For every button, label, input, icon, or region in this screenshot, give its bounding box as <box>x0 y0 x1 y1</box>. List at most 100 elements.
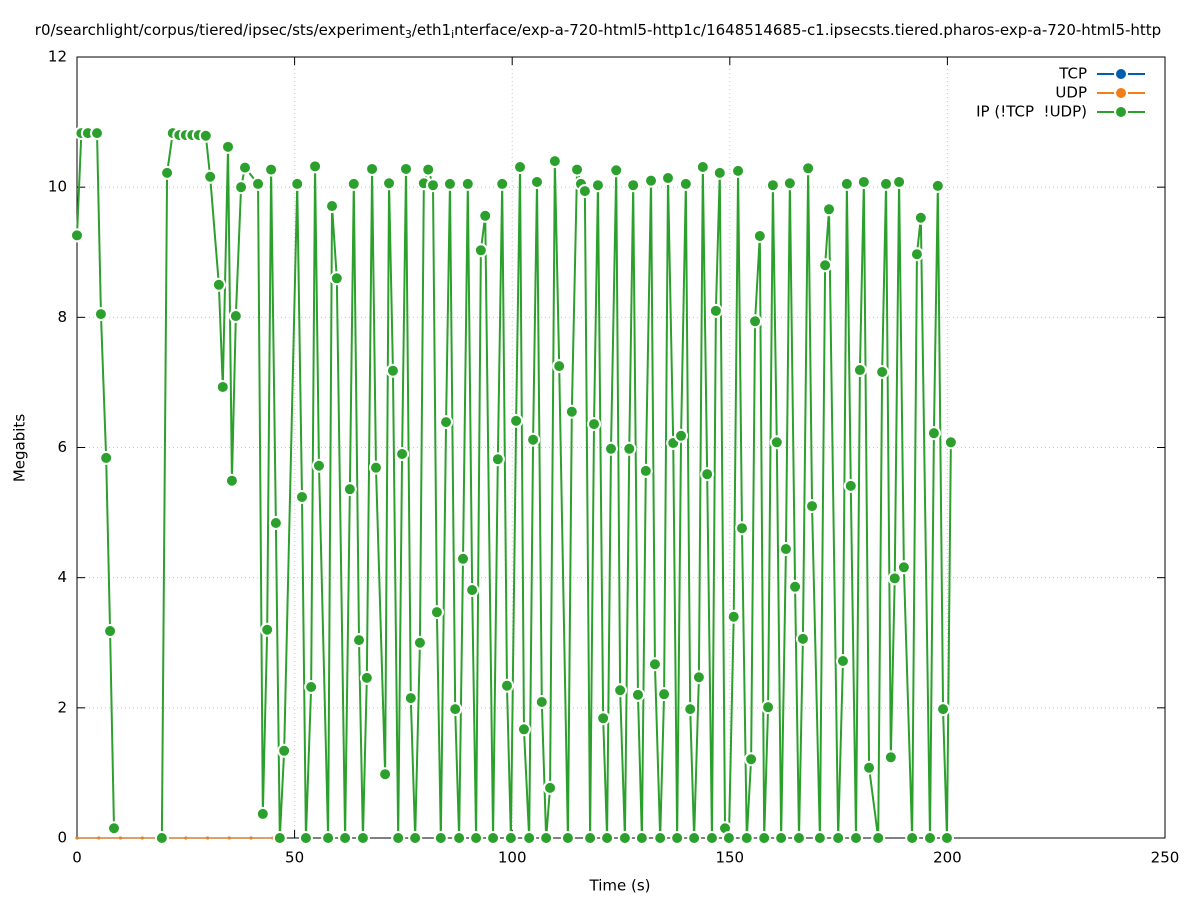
data-point <box>97 836 101 840</box>
data-point <box>875 365 890 380</box>
legend-marker <box>1114 86 1128 100</box>
data-point <box>93 307 108 322</box>
data-point <box>704 831 719 845</box>
data-point <box>534 694 549 709</box>
data-point <box>774 831 789 845</box>
title-part: /eth1 <box>412 21 451 39</box>
data-point <box>490 452 505 467</box>
legend-label: UDP <box>1055 84 1087 102</box>
data-point <box>626 178 641 193</box>
data-point <box>154 831 169 845</box>
y-tick-label: 8 <box>57 308 67 326</box>
data-point <box>644 173 659 188</box>
data-point <box>731 163 746 178</box>
data-point <box>290 176 305 191</box>
data-point <box>338 831 353 845</box>
data-point <box>433 831 448 845</box>
data-point <box>408 831 423 845</box>
data-point <box>909 247 924 262</box>
data-point <box>739 831 754 845</box>
data-point <box>778 542 793 557</box>
data-point <box>503 831 518 845</box>
data-point <box>695 159 710 174</box>
x-tick-label: 250 <box>1151 849 1180 867</box>
legend-label: TCP <box>1058 65 1087 83</box>
data-point <box>355 831 370 845</box>
data-point <box>936 702 951 717</box>
legend-marker <box>1114 105 1128 119</box>
data-point <box>260 622 275 637</box>
data-point <box>791 831 806 845</box>
data-point <box>70 228 84 243</box>
data-point <box>757 831 772 845</box>
data-point <box>613 683 628 698</box>
data-point <box>346 176 361 191</box>
data-point <box>395 447 410 462</box>
data-point <box>734 521 749 536</box>
title-subscript: 3 <box>405 28 412 41</box>
data-point <box>788 579 803 594</box>
data-point <box>460 176 475 191</box>
data-point <box>547 154 562 169</box>
data-point <box>509 413 524 428</box>
data-point <box>99 450 114 465</box>
data-point <box>425 178 440 193</box>
data-point <box>564 404 579 419</box>
data-point <box>382 176 397 191</box>
data-point <box>264 162 279 177</box>
data-point <box>308 159 323 174</box>
data-point <box>856 174 871 189</box>
data-point <box>849 831 864 845</box>
data-point <box>399 161 414 176</box>
data-point <box>227 836 231 840</box>
y-tick-label: 0 <box>57 829 67 847</box>
data-point <box>879 176 894 191</box>
data-point <box>251 176 266 191</box>
data-point <box>609 163 624 178</box>
chart-title: r0/searchlight/corpus/tiered/ipsec/sts/e… <box>35 21 1161 42</box>
data-point <box>634 831 649 845</box>
title-subscript: i <box>451 28 454 41</box>
data-point <box>215 379 230 394</box>
data-point <box>943 435 958 450</box>
data-point <box>255 806 270 821</box>
x-axis-label: Time (s) <box>589 877 651 895</box>
data-point <box>516 722 531 737</box>
data-point <box>342 482 357 497</box>
data-point <box>590 178 605 193</box>
data-point <box>822 202 837 217</box>
data-point <box>495 176 510 191</box>
data-point <box>812 831 827 845</box>
data-point <box>852 363 867 378</box>
data-point <box>683 702 698 717</box>
data-point <box>75 836 79 840</box>
data-point <box>617 831 632 845</box>
data-point <box>922 831 937 845</box>
data-point <box>234 180 249 195</box>
data-point <box>726 609 741 624</box>
data-point <box>721 831 736 845</box>
data-point <box>325 199 340 214</box>
data-point <box>456 551 471 566</box>
x-tick-label: 50 <box>285 849 304 867</box>
data-point <box>603 441 618 456</box>
data-point <box>465 583 480 598</box>
data-point <box>442 176 457 191</box>
data-point <box>412 635 427 650</box>
data-point <box>224 473 239 488</box>
data-point <box>486 831 501 845</box>
data-point <box>228 309 243 324</box>
legend-marker <box>1114 67 1128 81</box>
data-point <box>439 415 454 430</box>
data-point <box>818 258 833 273</box>
data-point <box>321 831 336 845</box>
data-point <box>712 165 727 180</box>
data-point <box>272 831 287 845</box>
data-point <box>896 560 911 575</box>
data-point <box>926 426 941 441</box>
data-point <box>883 750 898 765</box>
data-point <box>160 165 175 180</box>
